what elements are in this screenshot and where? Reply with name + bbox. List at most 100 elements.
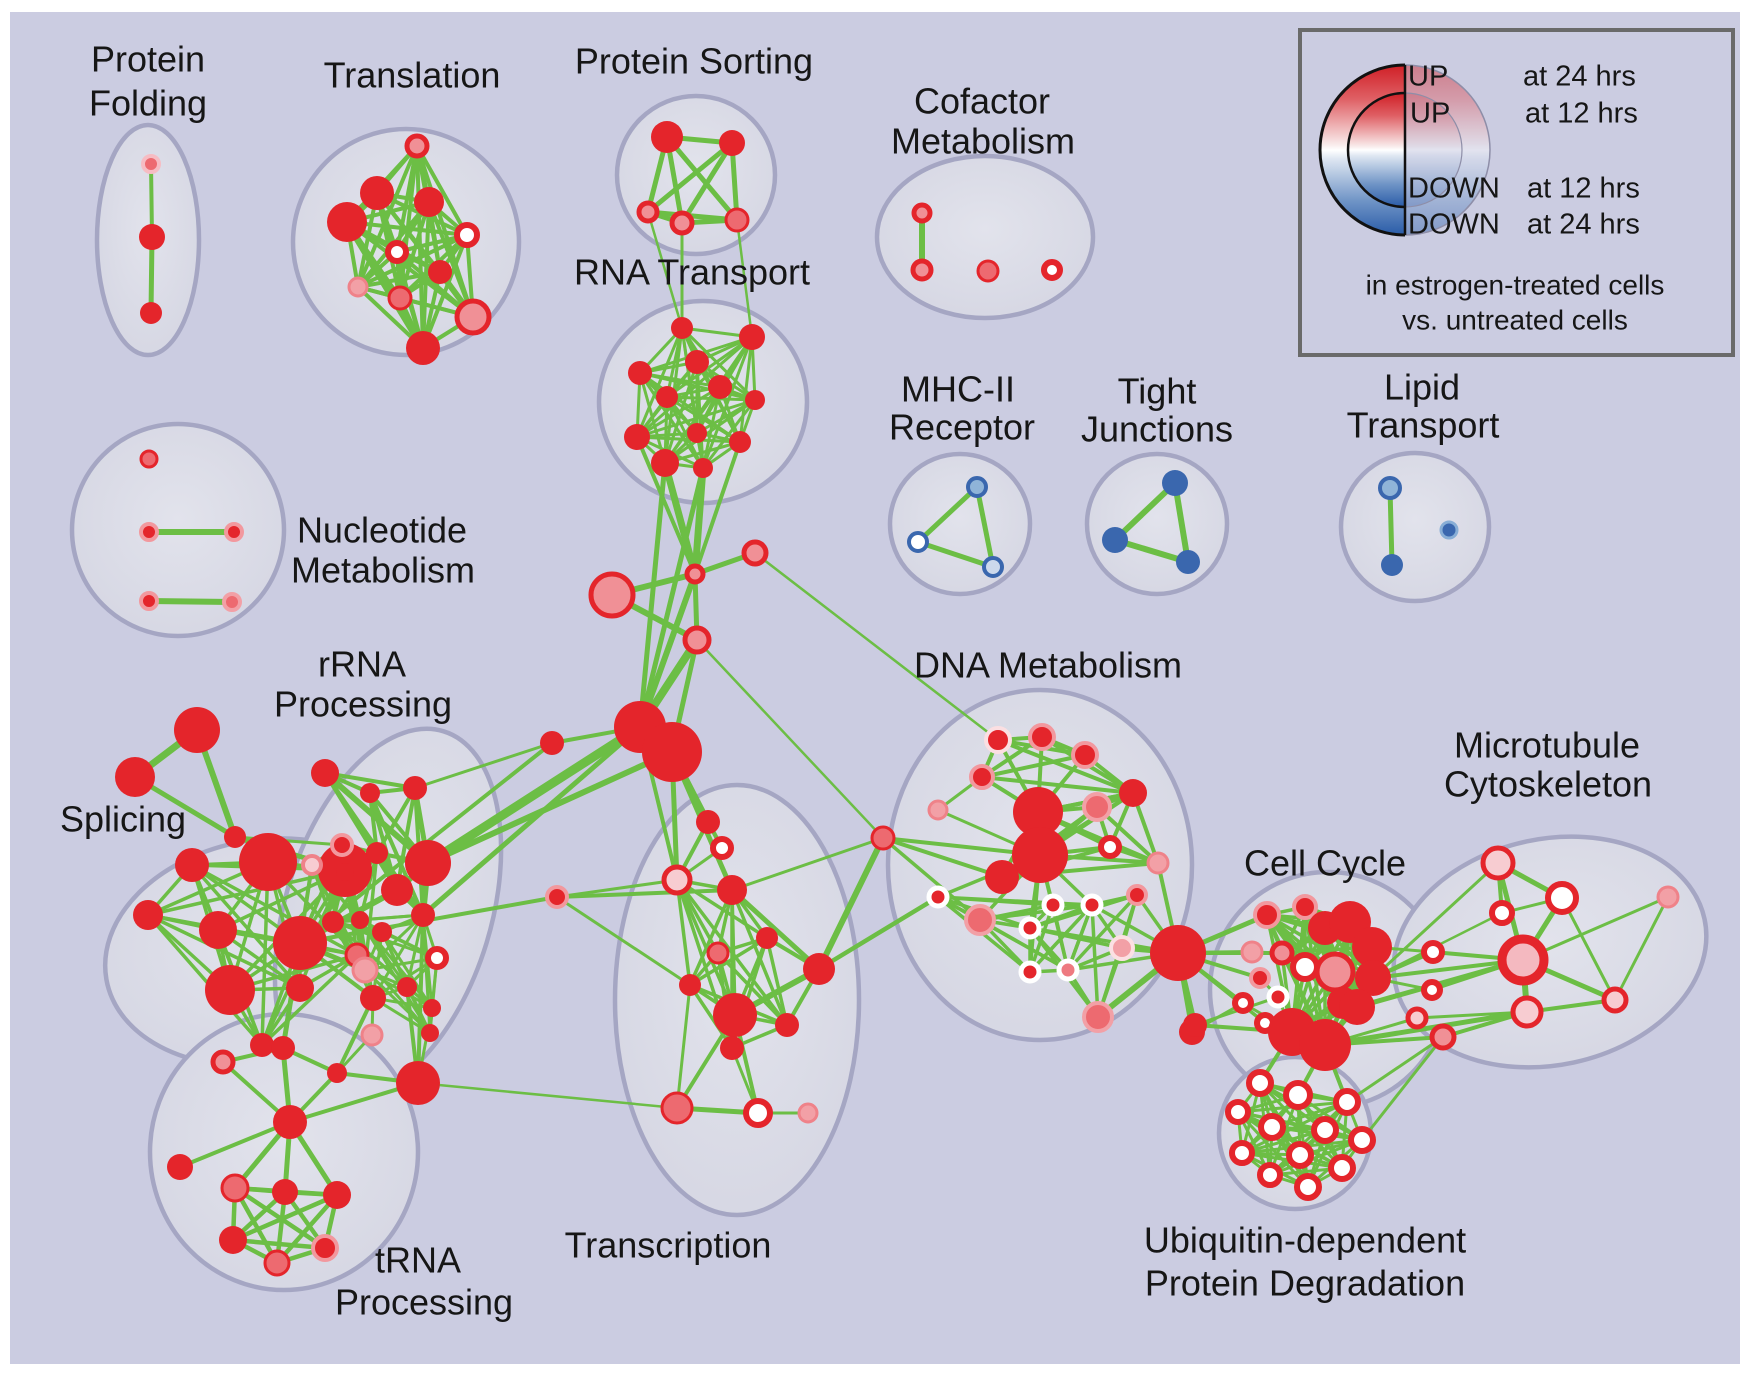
node-D11[interactable] <box>870 825 896 851</box>
node-R14[interactable] <box>425 946 449 970</box>
node-CN4[interactable] <box>682 625 712 655</box>
node-D24[interactable] <box>1082 1001 1114 1033</box>
node-CC19[interactable] <box>1183 1013 1207 1037</box>
node-U7[interactable] <box>1348 1126 1376 1154</box>
node-PF1[interactable] <box>141 154 161 174</box>
node-D12[interactable] <box>1098 835 1122 859</box>
node-TRm[interactable] <box>743 1098 773 1128</box>
node-M2[interactable] <box>907 531 929 553</box>
node-T11[interactable] <box>406 331 440 365</box>
node-U9[interactable] <box>1286 1141 1314 1169</box>
node-R13[interactable] <box>411 903 435 927</box>
node-C2[interactable] <box>910 258 934 282</box>
node-SP4[interactable] <box>133 900 163 930</box>
node-D15[interactable] <box>964 904 996 936</box>
node-N2[interactable] <box>139 522 159 542</box>
node-T3[interactable] <box>414 187 444 217</box>
node-TRbig[interactable] <box>713 993 757 1037</box>
node-LN1[interactable] <box>540 731 564 755</box>
node-D7[interactable] <box>1082 792 1112 822</box>
node-R5[interactable] <box>301 854 323 876</box>
node-RT4[interactable] <box>628 361 652 385</box>
node-N3[interactable] <box>224 522 244 542</box>
node-D13[interactable] <box>1146 851 1170 875</box>
node-TRf[interactable] <box>756 927 778 949</box>
node-N5[interactable] <box>222 592 242 612</box>
node-TA[interactable] <box>174 707 220 753</box>
node-X4[interactable] <box>396 1061 440 1105</box>
node-R17[interactable] <box>360 985 386 1011</box>
node-D23[interactable] <box>1080 893 1104 917</box>
node-U10[interactable] <box>1328 1154 1356 1182</box>
node-MT6[interactable] <box>1601 986 1629 1014</box>
node-MT4[interactable] <box>1497 934 1549 986</box>
node-CC8[interactable] <box>1290 952 1320 982</box>
node-D6[interactable] <box>1119 779 1147 807</box>
node-MT1[interactable] <box>1480 845 1516 881</box>
node-T8[interactable] <box>347 276 369 298</box>
node-TN1[interactable] <box>220 1173 250 1203</box>
node-U12[interactable] <box>1294 1173 1322 1201</box>
node-CN1[interactable] <box>684 563 706 585</box>
node-R2[interactable] <box>360 783 380 803</box>
node-R9[interactable] <box>405 840 451 886</box>
node-MT2[interactable] <box>1545 881 1579 915</box>
node-C1[interactable] <box>911 202 933 224</box>
node-T6[interactable] <box>385 240 409 264</box>
node-TN4[interactable] <box>219 1226 247 1254</box>
node-CC15[interactable] <box>1339 989 1375 1025</box>
node-RT1[interactable] <box>671 317 693 339</box>
node-MT11[interactable] <box>1656 885 1680 909</box>
node-PF3[interactable] <box>140 302 162 324</box>
node-D3[interactable] <box>1071 741 1099 769</box>
node-L1[interactable] <box>1378 476 1402 500</box>
node-SH[interactable] <box>273 916 327 970</box>
node-RT5[interactable] <box>708 375 732 399</box>
node-D16[interactable] <box>1018 916 1042 940</box>
node-SP1[interactable] <box>175 848 209 882</box>
node-R7[interactable] <box>336 863 354 881</box>
node-D19[interactable] <box>1018 960 1042 984</box>
node-PS3[interactable] <box>636 200 660 224</box>
node-R18[interactable] <box>360 1023 384 1047</box>
node-PS4[interactable] <box>669 210 695 236</box>
node-R6[interactable] <box>366 842 388 864</box>
node-X2[interactable] <box>271 1036 295 1060</box>
node-T7[interactable] <box>428 260 452 284</box>
node-C3[interactable] <box>976 259 1000 283</box>
node-MT3[interactable] <box>1489 900 1515 926</box>
node-U2[interactable] <box>1283 1080 1313 1110</box>
node-TRb[interactable] <box>710 836 734 860</box>
node-L3[interactable] <box>1439 520 1459 540</box>
node-T10[interactable] <box>454 298 492 336</box>
node-N4[interactable] <box>139 591 159 611</box>
node-SP7[interactable] <box>286 974 314 1002</box>
node-R16[interactable] <box>397 977 417 997</box>
node-RT12[interactable] <box>693 458 713 478</box>
node-U6[interactable] <box>1311 1116 1339 1144</box>
node-TRi[interactable] <box>803 953 835 985</box>
node-CQ1[interactable] <box>1421 940 1445 964</box>
node-TRn[interactable] <box>797 1102 819 1124</box>
node-TRe[interactable] <box>717 875 747 905</box>
node-CC11[interactable] <box>1249 967 1271 989</box>
node-SP9[interactable] <box>250 1033 274 1057</box>
node-U8[interactable] <box>1229 1140 1255 1166</box>
node-D2[interactable] <box>1028 723 1056 751</box>
node-R20[interactable] <box>421 1024 439 1042</box>
node-D18[interactable] <box>1126 884 1148 906</box>
node-M3[interactable] <box>982 556 1004 578</box>
node-CC7[interactable] <box>1269 940 1295 966</box>
node-R19[interactable] <box>423 999 441 1017</box>
node-T1[interactable] <box>404 133 430 159</box>
node-CC18[interactable] <box>1299 1019 1351 1071</box>
node-CC12[interactable] <box>1266 985 1290 1009</box>
node-D8[interactable] <box>1013 787 1063 837</box>
node-RT11[interactable] <box>651 449 679 477</box>
node-RT7[interactable] <box>745 390 765 410</box>
node-SP5[interactable] <box>199 911 237 949</box>
node-TRg[interactable] <box>706 941 730 965</box>
node-CQ2[interactable] <box>1421 979 1443 1001</box>
node-TN2[interactable] <box>272 1179 298 1205</box>
node-R4[interactable] <box>330 833 354 857</box>
